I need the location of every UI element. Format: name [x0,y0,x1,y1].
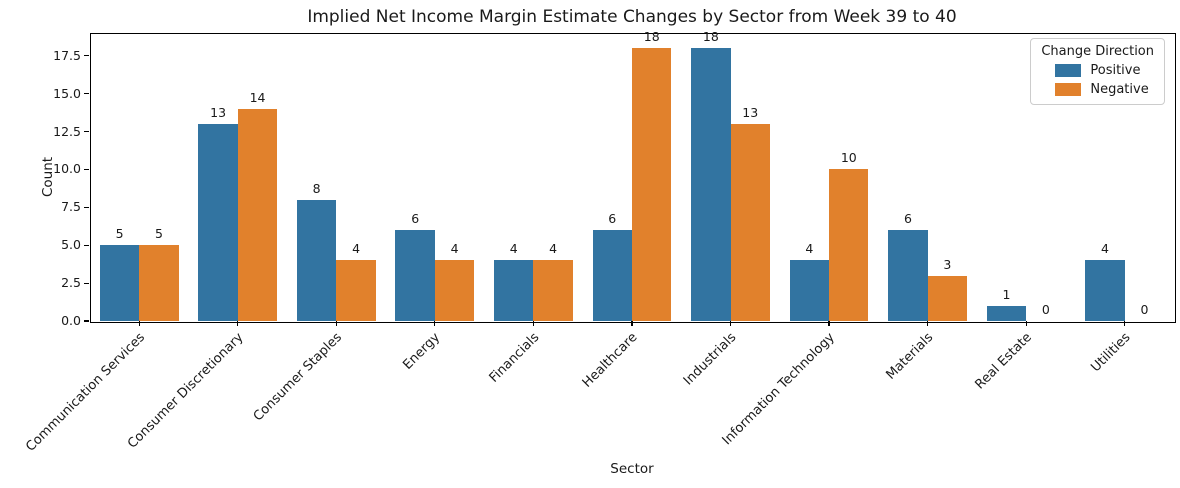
bar-value-label: 1 [1002,286,1011,302]
bar-positive-utilities [1085,260,1125,321]
bar-negative-consumer-discretionary [237,108,278,321]
y-tick-label: 10.0 [53,161,81,177]
y-tick-label: 17.5 [53,47,81,63]
x-tick-label-text: Consumer Discretionary [124,330,247,452]
x-tick-label-text: Materials [883,330,937,383]
x-tick-label-text: Energy [400,330,444,373]
y-tick-label: 0.0 [61,313,81,328]
bar-value-label: 4 [352,241,361,257]
bar-positive-real-estate [986,305,1027,321]
y-tick-mark [84,93,89,95]
bar-negative-materials [927,275,968,321]
x-tick-mark [532,321,535,326]
bar-value-label: 3 [943,256,952,272]
bar-value-label: 4 [549,241,558,257]
x-tick-label-text: Consumer Staples [250,330,345,425]
bar-value-label: 13 [742,104,759,120]
bar-positive-information-technology [789,260,830,321]
x-tick-mark [1124,321,1126,326]
bar-positive-industrials [691,48,731,321]
x-tick-mark [631,321,633,326]
bar-negative-information-technology [829,169,869,321]
bar-value-label: 6 [411,211,420,227]
x-tick-label-text: Real Estate [972,330,1035,393]
y-tick-mark [84,168,89,170]
bar-value-label: 18 [643,29,660,45]
bar-value-label: 14 [249,89,266,105]
y-tick-label: 7.5 [61,199,81,215]
bar-positive-consumer-discretionary [198,123,238,321]
y-tick-mark [84,206,89,208]
legend: Change Direction Positive Negative [1030,38,1165,105]
y-tick-mark [84,244,89,246]
x-tick-mark [335,321,337,326]
bar-value-label: 4 [1101,241,1109,257]
x-tick-mark [1025,321,1027,326]
bar-value-label: 4 [805,241,814,257]
y-tick-label: 2.5 [61,275,81,291]
legend-item-negative: Negative [1055,82,1154,97]
bar-positive-consumer-staples [296,199,337,321]
x-tick-mark [237,321,239,326]
bar-value-label: 5 [154,226,163,242]
x-tick-label-text: Utilities [1088,330,1134,376]
bar-negative-industrials [730,123,770,321]
bar-value-label: 8 [312,180,321,196]
bar-negative-financials [533,260,573,321]
bar-value-label: 0 [1140,302,1149,317]
legend-title: Change Direction [1041,44,1154,59]
y-tick-mark [84,130,89,133]
legend-swatch-negative [1055,83,1082,96]
bar-value-label: 13 [210,104,227,120]
x-tick-mark [138,321,140,326]
y-tick-mark [84,55,89,57]
bar-value-label: 10 [840,150,857,166]
bar-positive-materials [888,230,928,321]
bar-value-label: 6 [903,211,912,227]
bar-negative-communication-services [139,245,179,321]
bar-positive-financials [494,260,534,321]
bar-value-label: 4 [509,241,518,257]
x-tick-label-text: Healthcare [579,330,641,391]
legend-label-negative: Negative [1090,82,1149,97]
bar-value-label: 0 [1041,302,1050,317]
bar-value-label: 6 [608,211,617,227]
bar-positive-energy [395,230,435,321]
y-tick-mark [84,282,89,284]
legend-rows: Positive Negative [1041,63,1154,97]
bar-negative-energy [434,260,475,321]
legend-item-positive: Positive [1055,63,1154,78]
bar-value-label: 4 [450,241,459,257]
x-tick-label-text: Financials [486,330,543,386]
bar-positive-healthcare [592,230,632,321]
y-tick-label: 15.0 [53,85,81,101]
x-tick-mark [729,321,732,326]
x-tick-mark [434,321,436,326]
bar-value-label: 5 [115,226,124,242]
bar-value-label: 18 [702,29,719,45]
y-tick-mark [84,320,89,322]
x-tick-label-text: Industrials [680,330,740,389]
x-tick-label-text: Information Technology [719,330,838,449]
x-tick-mark [828,321,830,326]
bar-negative-consumer-staples [336,260,376,321]
y-tick-label: 12.5 [53,123,81,139]
bar-negative-healthcare [632,48,672,321]
x-tick-mark [927,321,929,326]
legend-label-positive: Positive [1090,63,1141,78]
chart-title: Implied Net Income Margin Estimate Chang… [307,7,957,27]
legend-swatch-positive [1055,64,1082,77]
x-axis-label: Sector [610,461,654,477]
bar-positive-communication-services [99,245,140,321]
y-tick-label: 5.0 [61,237,81,253]
